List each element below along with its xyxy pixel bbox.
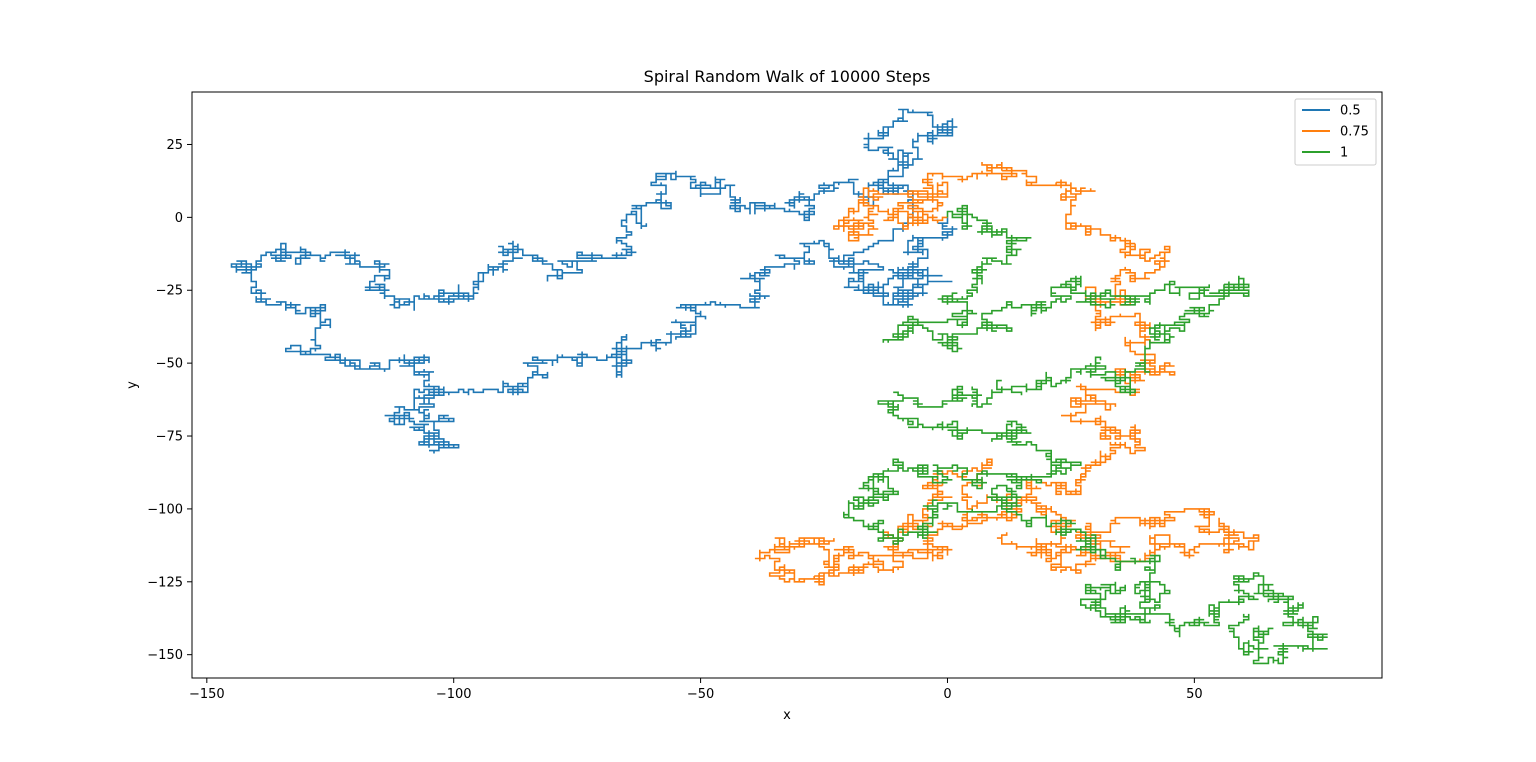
y-tick-label: −150	[147, 648, 183, 663]
legend-label: 0.75	[1340, 125, 1369, 140]
y-tick-label: 25	[166, 138, 183, 153]
y-axis-label: y	[125, 381, 140, 389]
y-tick-label: −50	[156, 357, 183, 372]
chart-title: Spiral Random Walk of 10000 Steps	[644, 67, 931, 86]
y-tick-label: −25	[156, 284, 183, 299]
x-tick-label: 0	[943, 687, 951, 702]
legend-label: 1	[1340, 146, 1348, 161]
legend-entries: 0.5 0.75 1	[1302, 104, 1369, 161]
x-tick-label: −100	[436, 687, 472, 702]
legend-box	[1294, 98, 1377, 166]
x-tick-label: −150	[189, 687, 225, 702]
x-tick-label: 50	[1186, 687, 1203, 702]
y-tick-label: −100	[147, 502, 183, 517]
x-tick-label: −50	[687, 687, 714, 702]
y-axis-ticks: 25 0 −25 −50 −75 −100 −125 −150	[147, 138, 192, 663]
y-tick-label: −75	[156, 430, 183, 445]
x-axis-ticks: −150 −100 −50 0 50	[189, 678, 1203, 702]
series-layer	[230, 108, 1328, 665]
series-line-1	[843, 204, 1328, 665]
legend: 0.5 0.75 1	[1294, 98, 1377, 166]
y-tick-label: −125	[147, 575, 183, 590]
y-tick-label: 0	[175, 211, 183, 226]
plot-frame	[191, 91, 1383, 679]
x-axis-label: x	[783, 708, 791, 723]
series-line-0-5	[230, 108, 958, 454]
legend-label: 0.5	[1340, 104, 1361, 119]
